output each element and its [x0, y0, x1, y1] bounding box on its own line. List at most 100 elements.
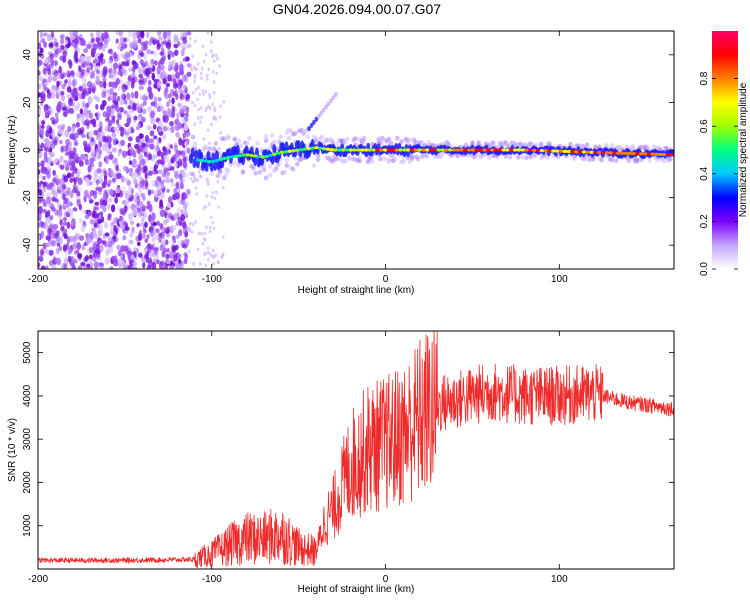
spectrogram-noise-dot [143, 151, 148, 158]
spectrogram-noise-dot [211, 190, 215, 195]
spectrogram-noise-dot [115, 187, 121, 194]
spectrogram-noise-dot [122, 69, 128, 76]
spectrogram-noise-dot [63, 111, 68, 118]
spectrogram-noise-dot [148, 89, 152, 98]
spectrogram-noise-dot [75, 233, 81, 241]
spectrogram-noise-dot [119, 99, 125, 106]
spectrogram-noise-dot [204, 251, 208, 255]
spectrogram-noise-dot [111, 230, 117, 237]
spectrogram-noise-dot [188, 228, 191, 232]
snr-panel: -200 -100 0 100 1000 2000 3000 4000 5000 Height… [7, 330, 675, 595]
spectrogram-noise-dot [66, 104, 71, 110]
spectrogram-noise-dot [86, 80, 92, 88]
spectrogram-noise-dot [166, 188, 170, 193]
spectrogram-noise-dot [42, 182, 47, 188]
spectrogram-band-peak [665, 152, 671, 157]
spectrogram-band-peak [375, 148, 380, 152]
spectrogram-noise-dot [185, 93, 190, 101]
spectrogram-noise-dot [150, 117, 155, 125]
spectrogram-noise-dot [179, 260, 184, 267]
spectrogram-noise-dot [139, 222, 144, 227]
spectrogram-band-peak [612, 151, 617, 155]
spectrogram-noise-dot [144, 67, 150, 76]
spectrogram-band-peak [608, 151, 613, 155]
spectrogram-noise-dot [115, 237, 119, 242]
spectrogram-noise-dot [55, 257, 60, 265]
spectrogram-noise-dot [177, 253, 182, 259]
spectrogram-noise-dot [173, 142, 178, 149]
spectrogram-noise-dot [43, 85, 47, 91]
spectrogram-band-halo [626, 158, 632, 164]
spectrogram-noise-dot [157, 96, 162, 102]
spectrogram-noise-dot [43, 117, 47, 122]
spectrogram-noise-dot [194, 87, 198, 92]
spectrogram-noise-dot [174, 82, 179, 88]
spectrogram-noise-dot [123, 37, 127, 43]
spectrogram-noise-dot [126, 191, 132, 199]
spectrogram-band-peak [482, 148, 487, 152]
spectrogram-noise-dot [143, 52, 148, 61]
spectrogram-band-peak [627, 151, 633, 156]
spectrogram-noise-dot [79, 218, 83, 223]
spectrogram-noise-dot [104, 257, 110, 265]
spectrogram-noise-dot [167, 77, 173, 82]
spectrogram-noise-dot [159, 199, 163, 208]
spectrogram-noise-dot [196, 97, 199, 102]
spectrogram-noise-dot [143, 147, 148, 153]
spectrogram-noise-dot [38, 199, 42, 205]
spectrogram-noise-dot [180, 213, 186, 222]
spectrogram-band-peak [245, 153, 250, 157]
spectrogram-noise-dot [49, 181, 54, 190]
spectrogram-noise-dot [76, 70, 81, 78]
spectrogram-noise-dot [128, 197, 133, 202]
spectrogram-band-halo [203, 146, 208, 151]
spectrogram-noise-dot [54, 72, 58, 80]
spectrogram-band-halo [226, 135, 231, 141]
spectrogram-band-halo [503, 154, 508, 159]
spectrogram-noise-dot [46, 63, 51, 69]
y-tick-label: 4000 [22, 384, 33, 407]
spectrogram-band-peak [256, 154, 262, 159]
spectrogram-noise-dot [111, 255, 116, 261]
spectrogram-noise-dot [165, 259, 171, 265]
spectrogram-noise-dot [67, 72, 71, 78]
spectrogram-band-halo [232, 160, 237, 166]
spectrogram-noise-dot [109, 222, 114, 231]
spectrogram-noise-dot [210, 40, 213, 44]
spectrogram-noise-dot [186, 71, 192, 77]
spectrogram-band-core [270, 154, 275, 165]
spectrogram-noise-dot [92, 242, 98, 250]
spectrogram-noise-dot [102, 66, 108, 74]
spectrogram-noise-dot [172, 193, 178, 201]
spectrogram-noise-dot [139, 52, 145, 57]
spectrogram-noise-dot [96, 262, 101, 268]
spectrogram-noise-dot [211, 261, 215, 266]
spectrogram-noise-dot [213, 196, 217, 201]
spectrogram-noise-dot [77, 253, 83, 259]
spectrogram-noise-dot [181, 77, 185, 82]
spectrogram-noise-dot [198, 92, 202, 97]
spectrogram-band-peak [555, 149, 560, 153]
spectrogram-band-halo [378, 156, 383, 162]
spectrogram-noise-dot [63, 211, 69, 218]
spectrogram-band-halo [286, 135, 292, 141]
spectrogram-noise-dot [204, 263, 208, 268]
spectrogram-noise-dot [140, 103, 144, 109]
spectrogram-noise-dot [47, 92, 52, 99]
spectrogram-noise-dot [42, 78, 47, 83]
spectrogram-band-peak [371, 148, 376, 152]
spectrogram-noise-dot [127, 213, 133, 221]
spectrogram-noise-dot [113, 217, 117, 225]
spectrogram-noise-dot [191, 90, 195, 95]
spectrogram-noise-dot [89, 96, 93, 103]
spectrogram-noise-dot [63, 175, 69, 183]
spectrogram-noise-dot [92, 62, 97, 68]
spectrogram-noise-dot [93, 176, 97, 183]
spectrogram-noise-dot [136, 223, 140, 228]
spectrogram-band-peak [551, 149, 556, 153]
spectrogram-band-peak [356, 148, 361, 152]
spectrogram-band-peak [298, 148, 304, 152]
spectrogram-noise-dot [212, 226, 216, 231]
spectrogram-noise-dot [204, 89, 208, 94]
spectrogram-noise-dot [101, 90, 107, 99]
